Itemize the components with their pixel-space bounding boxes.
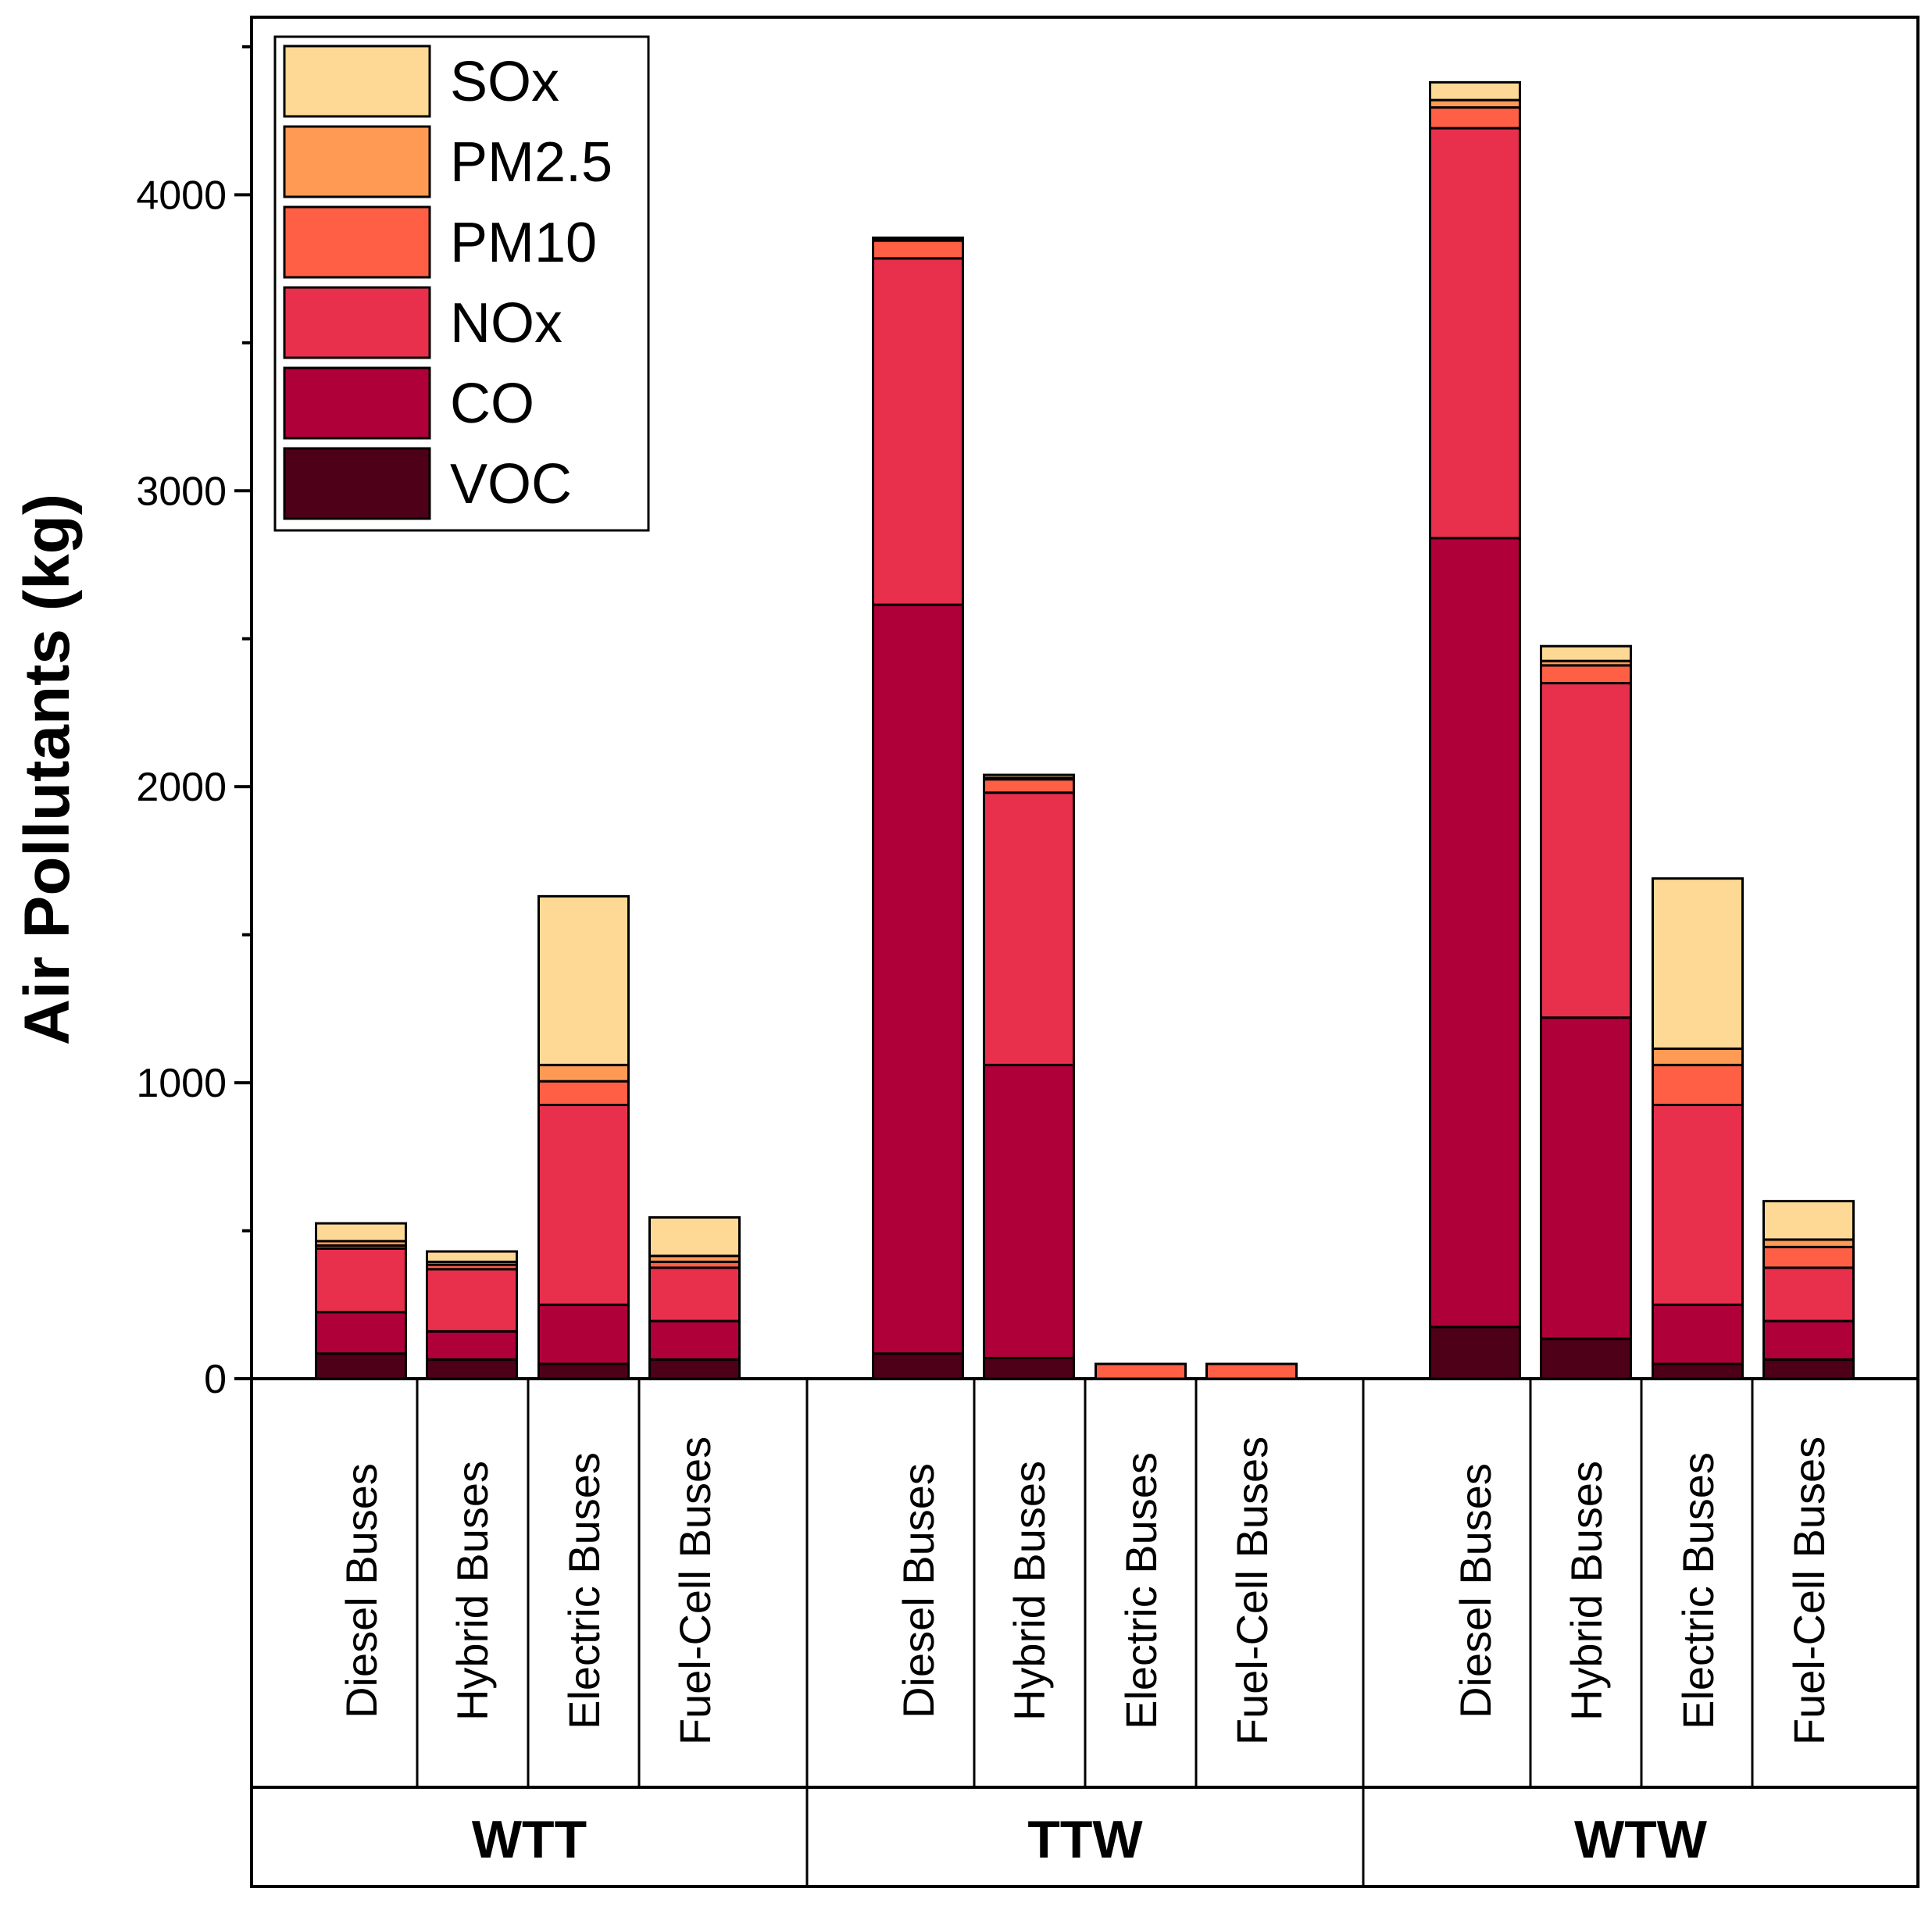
- category-label: Diesel Buses: [337, 1463, 386, 1719]
- bar-segment-sox-wtt-3: [537, 894, 630, 1066]
- bar-segment-pm10-wtt-3: [537, 1080, 630, 1107]
- group-label-ttw: TTW: [1027, 1810, 1143, 1869]
- group-label-wtw: WTW: [1574, 1810, 1708, 1869]
- y-tick-label: 0: [204, 1357, 227, 1402]
- bar-segment-pm10-wtw-4: [1762, 1245, 1855, 1269]
- legend-label-voc: VOC: [450, 453, 572, 516]
- bar-segment-pm10-ttw-3: [1095, 1362, 1187, 1380]
- bar-segment-pm10-wtw-3: [1652, 1063, 1744, 1107]
- y-tick-label: 1000: [136, 1061, 227, 1106]
- bar-segment-co-ttw-1: [872, 603, 964, 1355]
- bar-segment-voc-wtw-2: [1540, 1337, 1632, 1380]
- legend-swatch-voc: [283, 447, 431, 520]
- bar-segment-voc-wtt-2: [426, 1358, 518, 1380]
- bar-segment-voc-wtw-4: [1762, 1358, 1855, 1380]
- bar-segment-sox-wtw-4: [1762, 1200, 1855, 1241]
- category-label: Fuel-Cell Buses: [1227, 1437, 1277, 1745]
- bar-segment-sox-wtt-2: [426, 1250, 518, 1263]
- bar-segment-pm10-ttw-4: [1205, 1362, 1298, 1380]
- category-label: Electric Buses: [1673, 1452, 1723, 1729]
- bar-segment-sox-ttw-2: [983, 773, 1075, 780]
- group-label-wtt: WTT: [472, 1810, 587, 1869]
- bar-segment-voc-ttw-1: [872, 1352, 964, 1380]
- bar-segment-co-wtt-3: [537, 1303, 630, 1365]
- bar-segment-sox-wtw-3: [1652, 877, 1744, 1051]
- category-label: Fuel-Cell Buses: [1784, 1437, 1834, 1745]
- bar-segment-co-wtt-1: [315, 1311, 407, 1355]
- legend-swatch-sox: [283, 45, 431, 118]
- bar-segment-nox-wtt-1: [315, 1247, 407, 1314]
- bar-segment-pm25-wtw-3: [1652, 1048, 1744, 1066]
- bar-segment-sox-ttw-1: [872, 236, 964, 241]
- bar-segment-co-ttw-2: [983, 1063, 1075, 1359]
- bar-segment-voc-wtw-3: [1652, 1362, 1744, 1380]
- legend-swatch-nox: [283, 286, 431, 359]
- plot-frame: [250, 16, 1920, 1888]
- bar-segment-co-wtw-1: [1429, 537, 1521, 1329]
- bar-segment-co-wtt-2: [426, 1330, 518, 1361]
- legend-label-pm25: PM2.5: [450, 131, 612, 194]
- y-tick-label: 4000: [136, 173, 227, 218]
- bar-segment-voc-ttw-2: [983, 1356, 1075, 1380]
- y-axis-title: Air Pollutants (kg): [12, 494, 83, 1045]
- y-tick-label: 2000: [136, 765, 227, 810]
- bar-segment-nox-wtt-4: [648, 1266, 741, 1322]
- legend-swatch-co: [283, 366, 431, 440]
- bar-segment-voc-wtt-3: [537, 1362, 630, 1380]
- bar-segment-voc-wtt-1: [315, 1352, 407, 1380]
- category-label: Electric Buses: [559, 1452, 609, 1729]
- category-label: Diesel Buses: [1451, 1463, 1500, 1719]
- legend-label-nox: NOx: [450, 292, 562, 355]
- legend-label-pm10: PM10: [450, 212, 597, 274]
- bar-segment-nox-ttw-1: [872, 257, 964, 606]
- bar-segment-co-wtw-3: [1652, 1303, 1744, 1365]
- bar-segment-sox-wtw-1: [1429, 80, 1521, 102]
- category-label: Hybrid Buses: [1005, 1461, 1054, 1721]
- category-label: Electric Buses: [1116, 1452, 1166, 1729]
- bar-segment-voc-wtt-4: [648, 1358, 741, 1380]
- category-label: Diesel Buses: [894, 1463, 943, 1719]
- bar-segment-sox-wtw-2: [1540, 644, 1632, 662]
- bar-segment-voc-wtw-1: [1429, 1326, 1521, 1380]
- bar-segment-pm10-ttw-1: [872, 239, 964, 260]
- bar-segment-nox-wtt-3: [537, 1104, 630, 1306]
- legend-label-co: CO: [450, 373, 534, 435]
- legend-label-sox: SOx: [450, 51, 559, 113]
- bar-segment-pm25-wtt-3: [537, 1063, 630, 1083]
- category-label: Hybrid Buses: [1562, 1461, 1611, 1721]
- bar-segment-co-wtw-4: [1762, 1319, 1855, 1361]
- bar-segment-nox-wtw-4: [1762, 1266, 1855, 1322]
- bar-segment-nox-wtt-2: [426, 1268, 518, 1333]
- bar-segment-sox-wtt-4: [648, 1215, 741, 1258]
- bar-segment-nox-wtw-1: [1429, 127, 1521, 540]
- bar-segment-nox-ttw-2: [983, 791, 1075, 1066]
- legend-swatch-pm10: [283, 205, 431, 279]
- bar-segment-co-wtw-2: [1540, 1016, 1632, 1340]
- bar-segment-pm10-wtw-1: [1429, 106, 1521, 130]
- legend-swatch-pm25: [283, 125, 431, 198]
- bar-segment-nox-wtw-2: [1540, 682, 1632, 1019]
- bar-segment-co-wtt-4: [648, 1319, 741, 1361]
- bar-segment-pm10-wtw-2: [1540, 664, 1632, 685]
- category-label: Hybrid Buses: [448, 1461, 497, 1721]
- category-label: Fuel-Cell Buses: [670, 1437, 720, 1745]
- y-tick-label: 3000: [136, 469, 227, 514]
- bar-segment-sox-wtt-1: [315, 1222, 407, 1243]
- bar-segment-pm10-ttw-2: [983, 778, 1075, 794]
- bar-segment-nox-wtw-3: [1652, 1104, 1744, 1306]
